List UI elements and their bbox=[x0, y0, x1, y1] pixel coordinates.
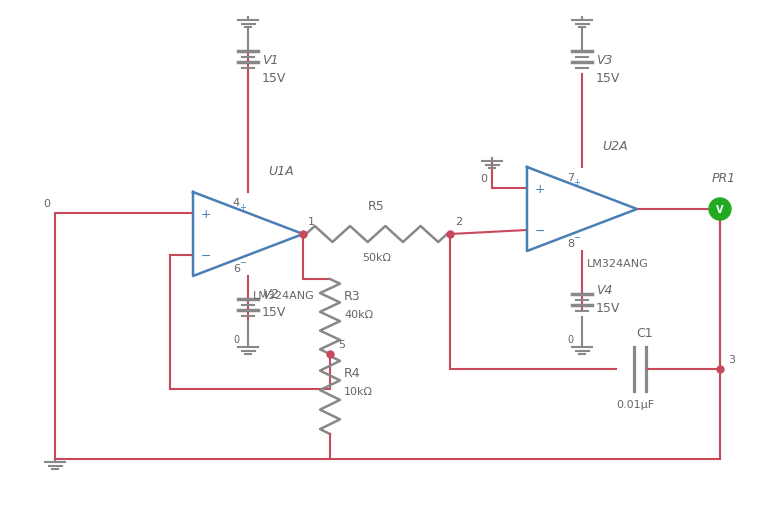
Text: PR1: PR1 bbox=[712, 172, 736, 185]
Text: 50kΩ: 50kΩ bbox=[362, 252, 391, 263]
Text: −: − bbox=[535, 224, 545, 237]
Text: V1: V1 bbox=[262, 53, 278, 66]
Text: +: + bbox=[239, 203, 246, 211]
Text: +: + bbox=[573, 178, 580, 186]
Text: 0: 0 bbox=[234, 334, 240, 344]
Text: 5: 5 bbox=[338, 340, 345, 349]
Text: +: + bbox=[201, 207, 211, 220]
Text: 15V: 15V bbox=[596, 71, 620, 84]
Text: LM324ANG: LM324ANG bbox=[253, 291, 315, 300]
Text: 4: 4 bbox=[233, 197, 240, 208]
Text: 2: 2 bbox=[455, 216, 462, 227]
Text: LM324ANG: LM324ANG bbox=[587, 259, 649, 268]
Text: 15V: 15V bbox=[596, 301, 620, 314]
Text: −: − bbox=[201, 249, 211, 262]
Text: 15V: 15V bbox=[262, 305, 286, 318]
Text: 3: 3 bbox=[728, 354, 735, 364]
Text: +: + bbox=[535, 182, 546, 195]
Text: 7: 7 bbox=[567, 173, 574, 183]
Text: 10kΩ: 10kΩ bbox=[344, 386, 373, 396]
Text: 0: 0 bbox=[568, 334, 574, 344]
Text: −: − bbox=[573, 233, 580, 242]
Text: 15V: 15V bbox=[262, 71, 286, 84]
Text: V2: V2 bbox=[262, 288, 278, 301]
Text: U2A: U2A bbox=[602, 140, 628, 153]
Text: V3: V3 bbox=[596, 53, 612, 66]
Circle shape bbox=[709, 199, 731, 220]
Text: R3: R3 bbox=[344, 290, 360, 302]
Text: U1A: U1A bbox=[268, 165, 293, 178]
Text: V4: V4 bbox=[596, 283, 612, 296]
Text: R4: R4 bbox=[344, 366, 360, 379]
Text: −: − bbox=[239, 258, 246, 267]
Text: 1: 1 bbox=[308, 216, 315, 227]
Text: 0: 0 bbox=[43, 199, 50, 209]
Text: V: V bbox=[716, 205, 724, 215]
Text: C1: C1 bbox=[636, 326, 654, 340]
Text: 6: 6 bbox=[233, 264, 240, 273]
Text: 8: 8 bbox=[567, 239, 574, 248]
Text: 40kΩ: 40kΩ bbox=[344, 309, 373, 319]
Text: 0.01μF: 0.01μF bbox=[616, 399, 654, 409]
Text: 0: 0 bbox=[480, 174, 487, 184]
Text: R5: R5 bbox=[368, 200, 385, 213]
